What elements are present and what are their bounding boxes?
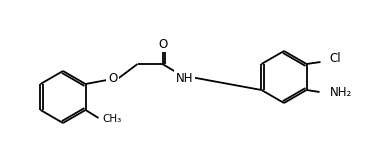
Text: O: O bbox=[158, 38, 167, 51]
Text: Cl: Cl bbox=[329, 51, 341, 65]
Text: CH₃: CH₃ bbox=[102, 114, 122, 124]
Text: O: O bbox=[108, 73, 117, 85]
Text: NH: NH bbox=[176, 71, 193, 85]
Text: NH₂: NH₂ bbox=[329, 85, 352, 99]
